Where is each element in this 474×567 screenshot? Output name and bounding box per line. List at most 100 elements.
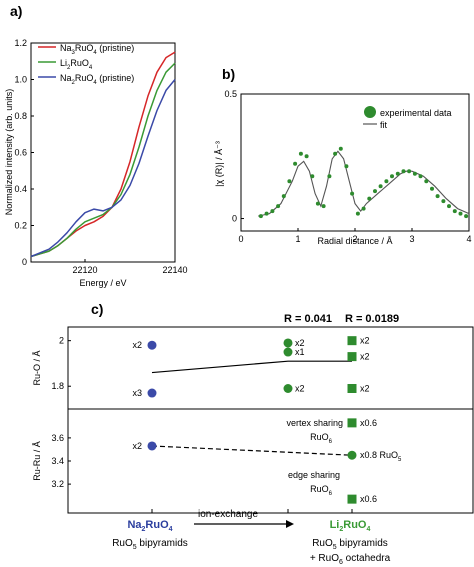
experimental-point: [361, 206, 366, 211]
footer-na2ruo4: Na2RuO4: [127, 519, 172, 533]
r00189-multiplicity-label: x0.6: [360, 418, 377, 428]
experimental-point: [270, 209, 275, 214]
na2ruo4-multiplicity-label: x3: [132, 388, 142, 398]
panel-a-ytick-label: 0: [22, 257, 27, 267]
r0041-multiplicity-label: x2: [295, 384, 305, 394]
panel-c-label: c): [91, 301, 103, 317]
panel-b-legend: experimental data fit: [363, 106, 452, 130]
legend-na3ruo4: Na3RuO4 (pristine): [60, 43, 134, 56]
experimental-point: [384, 179, 389, 184]
series-li2ruo4: [30, 62, 176, 258]
panel-a-xlabel: Energy / eV: [79, 278, 126, 288]
experimental-point: [321, 204, 326, 209]
r00189-point: [347, 336, 357, 346]
r0041-point: [283, 338, 293, 348]
panel-a-xtick-label: 22140: [162, 265, 187, 275]
r-value-1: R = 0.041: [284, 313, 332, 325]
r00189-multiplicity-label: x2: [360, 352, 370, 362]
experimental-point: [424, 179, 429, 184]
series-na2ruo4: [30, 79, 176, 258]
panel-a-ytick-label: 0.6: [14, 148, 27, 158]
experimental-point: [435, 194, 440, 199]
panel-c-top-ytick-label: 1.8: [51, 381, 64, 391]
experimental-point: [276, 204, 281, 209]
r00189-point: [347, 418, 357, 428]
ru-ru-circle-label: x0.8 RuO5: [360, 450, 402, 463]
experimental-point: [401, 169, 406, 174]
panel-a-label: a): [10, 3, 22, 19]
panel-c-y-ticks: 1.8 2 3.2 3.4 3.6: [51, 336, 71, 489]
experimental-point: [333, 151, 338, 156]
panel-a-xtick-label: 22120: [72, 265, 97, 275]
experimental-point: [304, 154, 309, 159]
footer-ruo5-bipyramids-left: RuO5 bipyramids: [112, 538, 188, 551]
experimental-point: [287, 179, 292, 184]
panel-a-x-ticks: 22120 22140: [72, 259, 188, 275]
panel-b-xtick-label: 3: [409, 234, 414, 244]
vertex-sharing-label: vertex sharing: [286, 418, 343, 428]
experimental-point: [281, 194, 286, 199]
experimental-point: [367, 196, 372, 201]
legend-na2ruo4: Na2RuO4 (pristine): [60, 73, 134, 86]
na2ruo4-multiplicity-label: x2: [132, 340, 142, 350]
r-value-2: R = 0.0189: [345, 313, 399, 325]
r00189-multiplicity-label: x2: [360, 384, 370, 394]
r00189-point: [347, 494, 357, 504]
panel-c-bottom-ytick-label: 3.6: [51, 433, 64, 443]
panel-b-fit-line: [257, 150, 470, 217]
panel-b-xtick-label: 4: [466, 234, 471, 244]
experimental-point: [378, 184, 383, 189]
experimental-point: [418, 174, 423, 179]
panel-a-ytick-label: 1.2: [14, 38, 27, 48]
panel-a-legend: Na3RuO4 (pristine) Li2RuO4 Na2RuO4 (pris…: [38, 43, 134, 86]
experimental-point: [441, 199, 446, 204]
experimental-point: [430, 186, 434, 191]
experimental-point: [350, 191, 355, 196]
experimental-point: [407, 169, 412, 174]
r0041-multiplicity-label: x2: [295, 338, 305, 348]
r00189-multiplicity-label: x0.6: [360, 494, 377, 504]
panel-b-y-ticks: 00.5: [224, 89, 244, 224]
panel-b-label: b): [222, 66, 235, 82]
panel-a-ytick-label: 1.0: [14, 75, 27, 85]
na2ruo4-multiplicity-label: x2: [132, 441, 142, 451]
ru-o-trend-line: [151, 360, 352, 374]
experimental-point: [310, 174, 315, 179]
experimental-point: [315, 201, 320, 206]
panel-c-bottom-ytick-label: 3.4: [51, 456, 64, 466]
panel-c-bottom-ylabel: Ru-Ru / Å: [32, 441, 42, 481]
experimental-point: [447, 204, 451, 209]
panel-a-ytick-label: 0.2: [14, 221, 27, 231]
na2ruo4-point: [147, 388, 157, 398]
panel-c-top-ytick-label: 2: [59, 336, 64, 346]
edge-sharing-label: edge sharing: [288, 470, 340, 480]
r0041-point: [283, 347, 293, 357]
experimental-point: [452, 209, 457, 214]
panel-a-ytick-label: 0.4: [14, 184, 27, 194]
experimental-point: [258, 214, 263, 219]
experimental-point: [355, 211, 360, 216]
panel-b-ytick-label: 0.5: [224, 89, 237, 99]
legend-experimental: experimental data: [380, 108, 452, 118]
panel-c-x-ticks: [151, 509, 353, 513]
ru-ru-trend-line: [151, 445, 353, 456]
ion-exchange-label: ion-exchange: [198, 509, 258, 520]
vertex-ruo6-label: RuO6: [310, 432, 333, 445]
fit-line: [257, 150, 470, 217]
panel-b-ylabel: |χ (R)| / Å⁻³: [214, 141, 224, 187]
experimental-point: [412, 171, 417, 176]
panel-a-ytick-label: 0.8: [14, 111, 27, 121]
panel-c-axes: [67, 326, 474, 514]
experimental-point: [395, 171, 400, 176]
panel-c-bottom-ytick-label: 3.2: [51, 479, 64, 489]
experimental-point: [264, 211, 269, 216]
r0041-point: [283, 384, 293, 393]
panel-b-xtick-label: 1: [295, 234, 300, 244]
na2ruo4-point: [147, 340, 157, 350]
edge-ruo6-label: RuO6: [310, 484, 333, 497]
panel-b-xtick-label: 0: [238, 234, 243, 244]
experimental-point: [344, 164, 349, 169]
panel-b-xlabel: Radial distance / Å: [317, 236, 392, 246]
